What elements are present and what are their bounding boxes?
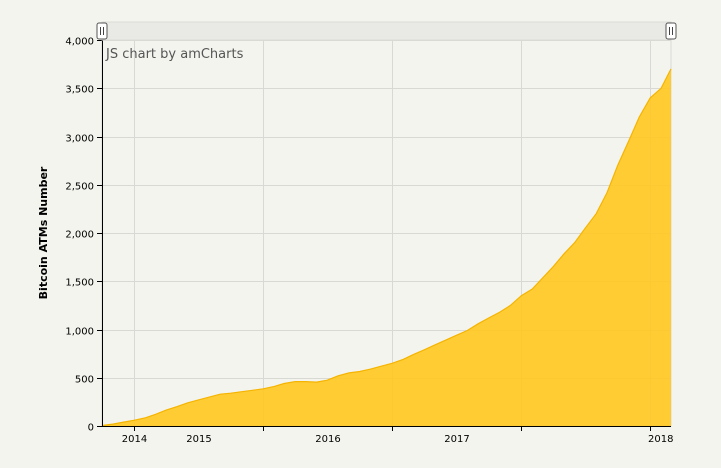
series-layer (101, 68, 672, 427)
series-area-fill (102, 68, 671, 427)
amcharts-credit-link[interactable]: JS chart by amCharts (105, 47, 244, 62)
x-tick-label: 2014 (122, 434, 147, 445)
scrollbar-track[interactable] (101, 21, 672, 41)
axes: 0 500 1,000 1,500 2,000 2,500 3,000 3,500 4,000 2… (65, 37, 673, 446)
grip-handle-icon[interactable] (665, 22, 677, 40)
scrollbar-left-grip[interactable] (96, 22, 108, 40)
y-tick-label: 2,500 (65, 182, 94, 193)
x-tick-label: 2017 (444, 434, 469, 445)
x-tick-label: 2018 (648, 434, 673, 445)
chart-scrollbar[interactable] (96, 21, 677, 41)
x-tick-label: 2016 (315, 434, 340, 445)
y-tick-label: 1,500 (65, 278, 94, 289)
y-tick-label: 3,500 (65, 85, 94, 96)
y-tick-label: 4,000 (65, 37, 94, 48)
y-tick-label: 0 (88, 423, 94, 434)
y-tick-label: 500 (75, 375, 94, 386)
scrollbar-right-grip[interactable] (665, 22, 677, 40)
y-axis-title: Bitcoin ATMs Number (37, 166, 50, 299)
y-tick-label: 2,000 (65, 230, 94, 241)
y-tick-label: 1,000 (65, 327, 94, 338)
y-tick-label: 3,000 (65, 134, 94, 145)
grip-handle-icon[interactable] (96, 22, 108, 40)
x-tick-label: 2015 (186, 434, 211, 445)
series-line (101, 68, 672, 427)
